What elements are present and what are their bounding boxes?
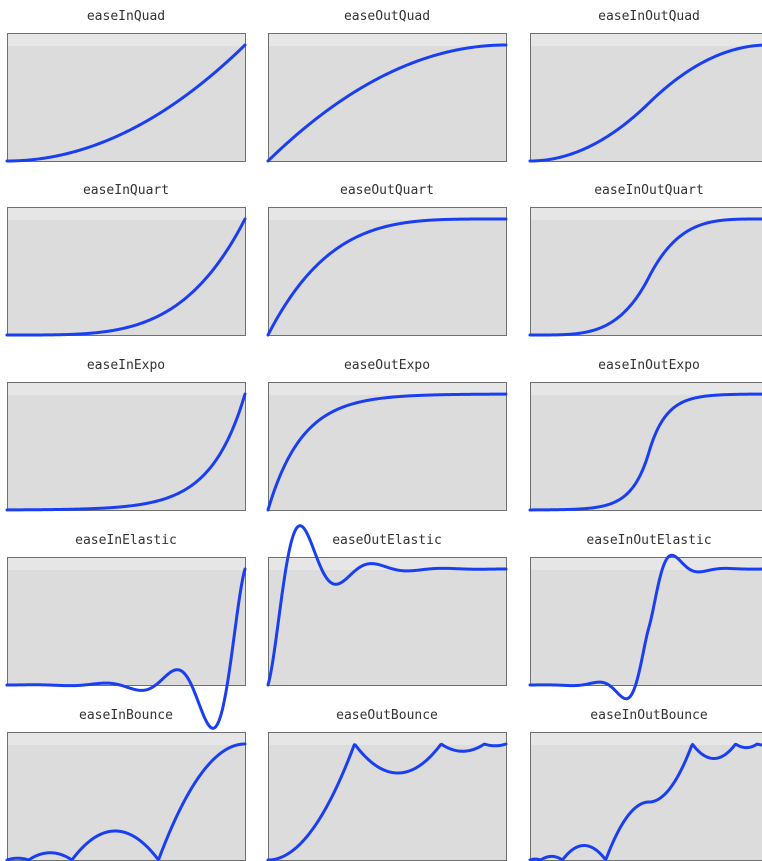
ease-in-quad-chart: easeInQuad bbox=[7, 9, 246, 162]
ease-in-quart-curve bbox=[5, 217, 247, 337]
ease-out-expo-top-band bbox=[269, 383, 506, 395]
ease-out-bounce-title: easeOutBounce bbox=[336, 708, 438, 723]
ease-out-quad-title: easeOutQuad bbox=[344, 9, 430, 24]
ease-in-elastic-top-band bbox=[8, 558, 245, 570]
ease-in-out-quad-curve bbox=[528, 43, 762, 163]
ease-out-quad-chart: easeOutQuad bbox=[268, 9, 507, 162]
ease-in-out-expo-chart: easeInOutExpo bbox=[530, 358, 762, 511]
ease-in-bounce-title: easeInBounce bbox=[79, 708, 173, 723]
ease-out-quart-top-band bbox=[269, 208, 506, 220]
ease-in-expo-title: easeInExpo bbox=[87, 358, 165, 373]
ease-in-out-expo-title: easeInOutExpo bbox=[598, 358, 700, 373]
ease-out-bounce-curve bbox=[266, 742, 508, 861]
ease-in-out-expo-curve bbox=[528, 392, 762, 512]
ease-in-out-quad-title: easeInOutQuad bbox=[598, 9, 700, 24]
ease-out-elastic-chart: easeOutElastic bbox=[268, 533, 507, 686]
ease-in-quart-top-band bbox=[8, 208, 245, 220]
ease-out-expo-title: easeOutExpo bbox=[344, 358, 430, 373]
ease-out-elastic-plot-area bbox=[268, 557, 507, 686]
ease-out-bounce-chart: easeOutBounce bbox=[268, 708, 507, 861]
ease-in-out-quad-plot-area bbox=[530, 33, 762, 162]
ease-in-out-quart-chart: easeInOutQuart bbox=[530, 183, 762, 336]
ease-in-elastic-plot-area bbox=[7, 557, 246, 686]
ease-in-elastic-title: easeInElastic bbox=[75, 533, 177, 548]
ease-in-expo-curve bbox=[5, 392, 247, 512]
ease-in-out-expo-top-band bbox=[531, 383, 762, 395]
ease-in-quad-top-band bbox=[8, 34, 245, 46]
ease-out-expo-plot-area bbox=[268, 382, 507, 511]
ease-in-out-bounce-plot-area bbox=[530, 732, 762, 861]
ease-in-out-elastic-plot-area bbox=[530, 557, 762, 686]
ease-in-bounce-plot-area bbox=[7, 732, 246, 861]
ease-in-quart-chart: easeInQuart bbox=[7, 183, 246, 336]
ease-out-bounce-top-band bbox=[269, 733, 506, 745]
ease-in-out-bounce-top-band bbox=[531, 733, 762, 745]
ease-in-out-elastic-chart: easeInOutElastic bbox=[530, 533, 762, 686]
ease-in-out-quad-top-band bbox=[531, 34, 762, 46]
ease-out-quad-plot-area bbox=[268, 33, 507, 162]
ease-in-quad-plot-area bbox=[7, 33, 246, 162]
ease-in-expo-plot-area bbox=[7, 382, 246, 511]
ease-in-out-quart-plot-area bbox=[530, 207, 762, 336]
ease-in-quart-title: easeInQuart bbox=[83, 183, 169, 198]
ease-in-bounce-top-band bbox=[8, 733, 245, 745]
ease-in-out-bounce-curve bbox=[528, 742, 762, 861]
ease-out-quart-title: easeOutQuart bbox=[340, 183, 434, 198]
ease-in-quad-curve bbox=[5, 43, 247, 163]
ease-out-quart-plot-area bbox=[268, 207, 507, 336]
ease-in-bounce-curve bbox=[5, 742, 247, 861]
ease-out-quart-curve bbox=[266, 217, 508, 337]
ease-out-elastic-curve bbox=[266, 524, 508, 687]
ease-out-expo-chart: easeOutExpo bbox=[268, 358, 507, 511]
ease-in-expo-top-band bbox=[8, 383, 245, 395]
ease-out-bounce-plot-area bbox=[268, 732, 507, 861]
ease-in-out-quart-top-band bbox=[531, 208, 762, 220]
ease-in-elastic-chart: easeInElastic bbox=[7, 533, 246, 686]
ease-in-out-elastic-curve bbox=[528, 553, 762, 701]
ease-in-quart-plot-area bbox=[7, 207, 246, 336]
ease-in-bounce-chart: easeInBounce bbox=[7, 708, 246, 861]
ease-in-out-bounce-title: easeInOutBounce bbox=[590, 708, 708, 723]
ease-in-out-bounce-chart: easeInOutBounce bbox=[530, 708, 762, 861]
ease-in-quad-title: easeInQuad bbox=[87, 9, 165, 24]
ease-out-elastic-title: easeOutElastic bbox=[332, 533, 442, 548]
ease-in-out-elastic-title: easeInOutElastic bbox=[586, 533, 711, 548]
ease-out-quad-top-band bbox=[269, 34, 506, 46]
ease-in-elastic-curve bbox=[5, 567, 247, 730]
ease-out-quart-chart: easeOutQuart bbox=[268, 183, 507, 336]
ease-in-out-quart-title: easeInOutQuart bbox=[594, 183, 704, 198]
ease-in-expo-chart: easeInExpo bbox=[7, 358, 246, 511]
ease-out-expo-curve bbox=[266, 392, 508, 512]
ease-out-quad-curve bbox=[266, 43, 508, 163]
ease-in-out-expo-plot-area bbox=[530, 382, 762, 511]
ease-in-out-quad-chart: easeInOutQuad bbox=[530, 9, 762, 162]
ease-in-out-quart-curve bbox=[528, 217, 762, 337]
ease-in-out-elastic-top-band bbox=[531, 558, 762, 570]
